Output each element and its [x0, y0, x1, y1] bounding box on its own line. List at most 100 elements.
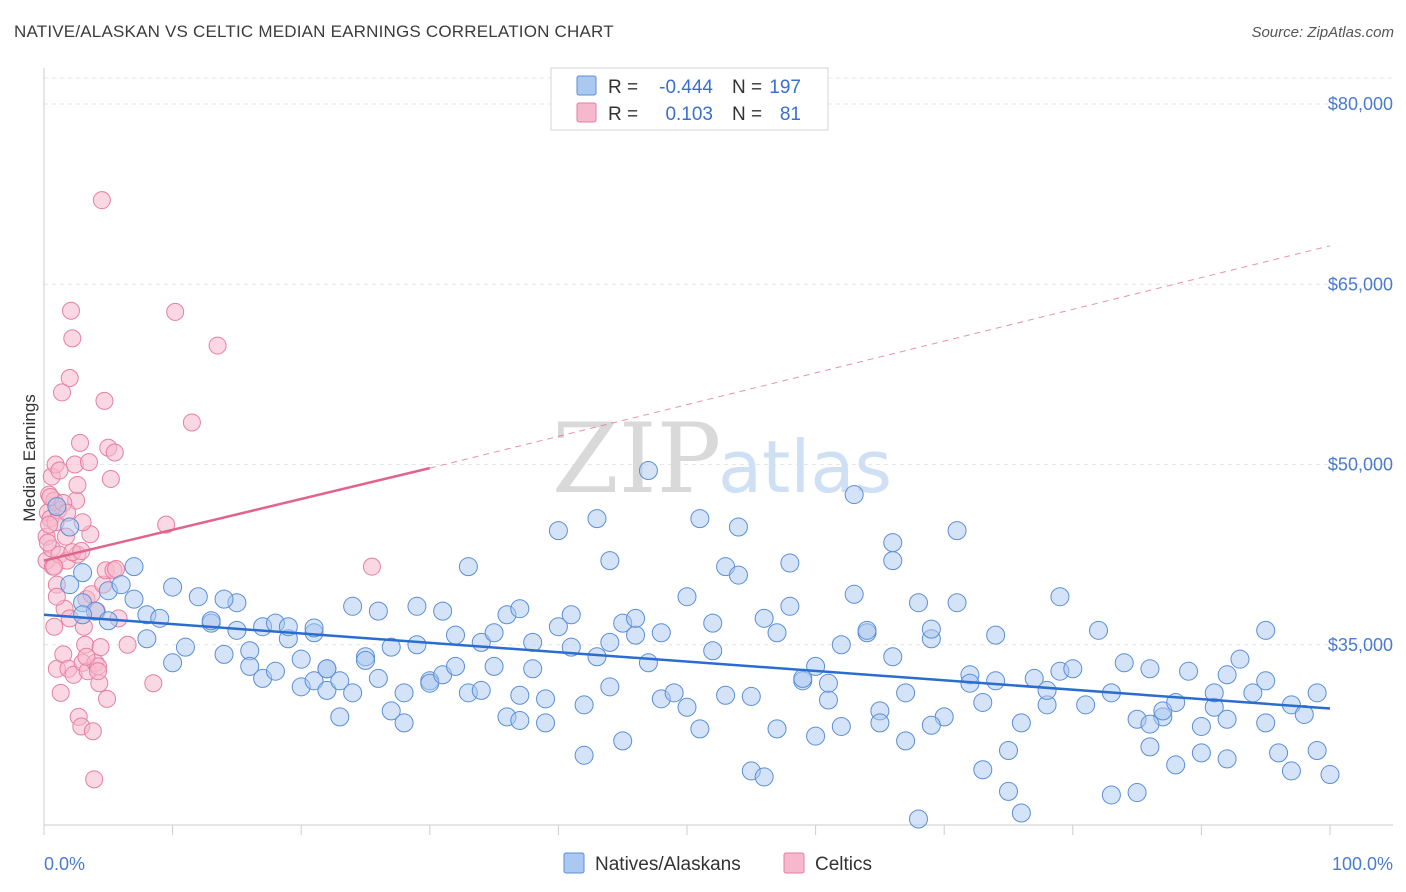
natives-point [883, 647, 903, 667]
celtics-trend-extension [429, 245, 1331, 469]
celtics-point [68, 475, 87, 494]
natives-point [999, 741, 1018, 761]
celtics-point [47, 587, 66, 606]
natives-point [703, 641, 723, 661]
celtics-point [107, 560, 126, 579]
natives-point [626, 608, 646, 628]
natives-point [111, 575, 131, 595]
legend-box [550, 67, 829, 131]
natives-point [818, 690, 838, 710]
natives-point [343, 683, 363, 703]
natives-point [806, 726, 826, 746]
x-axis-ticks [43, 825, 1331, 835]
y-tick-label: $65,000 [1328, 274, 1393, 294]
natives-point [510, 710, 530, 730]
natives-point [780, 553, 800, 573]
natives-point [394, 683, 414, 703]
natives-point [1050, 587, 1070, 607]
celtics-point [182, 413, 201, 432]
natives-point [1307, 683, 1327, 703]
natives-point [548, 521, 568, 541]
natives-point [1101, 785, 1121, 805]
natives-point [767, 623, 787, 643]
celtics-point [77, 647, 96, 666]
natives-point [883, 551, 903, 571]
natives-point [330, 707, 350, 727]
celtics-point [362, 557, 381, 576]
chart-title: NATIVE/ALASKAN VS CELTIC MEDIAN EARNINGS… [14, 22, 614, 41]
natives-point [921, 619, 941, 639]
natives-point [947, 521, 967, 541]
natives-point [1320, 765, 1340, 785]
natives-point [407, 596, 427, 616]
natives-point [73, 605, 93, 625]
natives-point [690, 509, 710, 529]
natives-point [47, 497, 67, 517]
natives-point [1166, 755, 1186, 775]
natives-point [137, 629, 157, 649]
natives-point [471, 680, 491, 700]
legend-swatch-celtics [576, 102, 597, 123]
natives-point [587, 647, 607, 667]
natives-point [1256, 620, 1276, 640]
natives-point [947, 593, 967, 613]
natives-point [754, 608, 774, 628]
natives-point [908, 593, 928, 613]
natives-point [1217, 665, 1237, 685]
natives-point [1217, 749, 1237, 769]
legend-r-label-celtics: R = [608, 104, 638, 125]
natives-point [908, 809, 928, 829]
celtics-point [45, 617, 64, 636]
natives-point [124, 589, 144, 609]
natives-point [831, 716, 851, 736]
natives-point [163, 577, 183, 597]
natives-point [754, 767, 774, 787]
natives-point [214, 589, 234, 609]
bottom-legend-natives: Natives/Alaskans [595, 854, 741, 875]
natives-point [999, 781, 1018, 801]
source-label: Source: ZipAtlas.com [1251, 24, 1394, 41]
natives-point [523, 659, 543, 679]
natives-point [1140, 714, 1160, 734]
celtics-point [92, 191, 111, 210]
natives-point [1011, 803, 1031, 823]
natives-point [973, 760, 993, 780]
celtics-point [166, 302, 185, 321]
natives-point [1089, 620, 1109, 640]
natives-point [1076, 695, 1096, 715]
natives-point [716, 685, 736, 705]
natives-point [214, 644, 234, 664]
celtics-point [91, 638, 110, 657]
celtics-point [85, 770, 104, 789]
natives-point [317, 680, 337, 700]
natives-point [677, 697, 697, 717]
natives-point [317, 659, 337, 679]
natives-point [368, 668, 388, 688]
natives-point [1256, 671, 1276, 691]
celtics-point [80, 453, 99, 472]
natives-point [330, 671, 350, 691]
natives-point [690, 719, 710, 739]
natives-point [240, 656, 260, 676]
celtics-point [50, 461, 69, 480]
celtics-point [89, 662, 108, 681]
x-tick-label-max: 100.0% [1332, 854, 1393, 874]
celtics-point [101, 469, 120, 488]
natives-point [1217, 709, 1237, 729]
natives-point [844, 584, 864, 604]
natives-point [510, 599, 530, 619]
natives-point [60, 517, 80, 537]
watermark-atlas: atlas [718, 425, 892, 509]
natives-point [73, 563, 93, 583]
natives-point [343, 596, 363, 616]
watermark-zip: ZIP [552, 403, 721, 515]
celtics-point [208, 336, 227, 355]
natives-point [973, 692, 993, 712]
celtics-point [60, 369, 79, 388]
celtics-point [62, 301, 81, 320]
trend-lines [43, 245, 1331, 710]
natives-point [1037, 680, 1057, 700]
celtics-point [105, 443, 124, 462]
y-tick-label: $80,000 [1328, 94, 1393, 114]
